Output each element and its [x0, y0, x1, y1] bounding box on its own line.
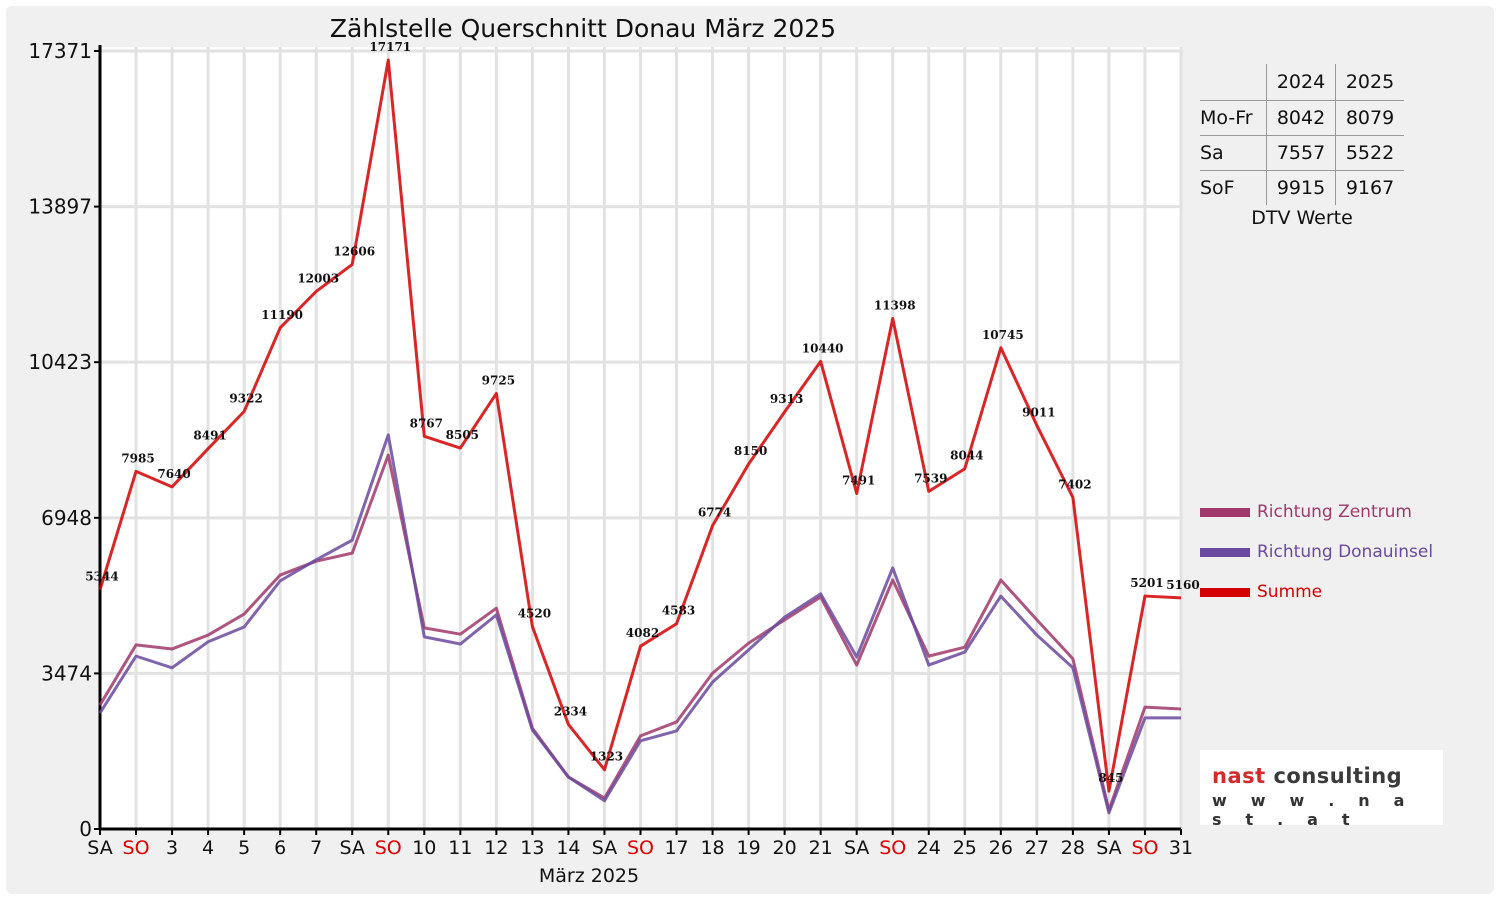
data-label: 7491 [842, 473, 875, 487]
data-label: 5160 [1166, 578, 1199, 592]
data-label: 11398 [874, 299, 916, 313]
cell: 9915 [1266, 170, 1336, 205]
x-tick-label: SO [375, 837, 402, 859]
data-label: 17171 [369, 40, 411, 54]
data-label: 8491 [193, 429, 226, 443]
y-tick-label: 10423 [28, 350, 92, 374]
data-label: 7985 [121, 451, 154, 465]
legend-swatch [1200, 507, 1250, 517]
data-label: 12606 [333, 244, 375, 258]
x-tick-label: 7 [310, 837, 322, 859]
logo-brand-red: nast [1212, 764, 1266, 788]
x-tick-label: 14 [556, 837, 580, 859]
x-tick-label: 27 [1025, 837, 1049, 859]
logo-url: w w w . n a s t . a t [1212, 791, 1414, 829]
data-label: 9725 [482, 373, 515, 387]
x-tick-label: 25 [953, 837, 977, 859]
x-tick-label: SO [879, 837, 906, 859]
data-label: 1323 [590, 750, 623, 764]
y-tick-label: 0 [79, 817, 92, 841]
x-tick-label: 13 [520, 837, 544, 859]
data-label: 845 [1098, 771, 1123, 785]
x-axis-label: März 2025 [539, 865, 639, 887]
cell: 7557 [1266, 135, 1336, 171]
y-tick-label: 6948 [41, 506, 92, 530]
table-caption: DTV Werte [1251, 207, 1353, 229]
legend-item: Summe [1200, 572, 1433, 612]
legend-label: Richtung Donauinsel [1257, 542, 1434, 562]
data-label: 4520 [518, 607, 551, 621]
cell: 9167 [1335, 170, 1404, 205]
data-label: 2334 [554, 704, 587, 718]
data-label: 5344 [85, 570, 118, 584]
x-tick-label: 20 [773, 837, 797, 859]
data-label: 8767 [410, 416, 443, 430]
logo-brand-dark: consulting [1273, 764, 1403, 788]
x-tick-label: 19 [737, 837, 761, 859]
chart-title: Zählstelle Querschnitt Donau März 2025 [330, 14, 836, 43]
cell: 5522 [1335, 135, 1404, 171]
legend-swatch [1200, 587, 1250, 597]
data-label: 8505 [446, 428, 479, 442]
x-tick-label: SA [592, 837, 617, 859]
data-label: 12003 [297, 271, 339, 285]
data-label: 7402 [1058, 477, 1091, 491]
data-label: 8150 [734, 444, 767, 458]
legend-item: Richtung Donauinsel [1200, 532, 1433, 572]
x-tick-label: 4 [202, 837, 214, 859]
data-label: 8044 [950, 449, 983, 463]
x-tick-label: 12 [484, 837, 508, 859]
col-header: 2025 [1335, 64, 1404, 101]
data-label: 5201 [1130, 576, 1163, 590]
x-tick-label: SA [87, 837, 112, 859]
x-tick-label: 26 [989, 837, 1013, 859]
x-tick-label: SA [1096, 837, 1121, 859]
row-label: Sa [1200, 135, 1267, 171]
x-tick-label: 31 [1169, 837, 1193, 859]
y-tick-label: 13897 [28, 195, 92, 219]
nast-consulting-logo: nast consulting w w w . n a s t . a t [1200, 750, 1443, 829]
data-label: 4082 [626, 626, 659, 640]
data-label: 7640 [157, 467, 190, 481]
legend-label: Summe [1257, 582, 1323, 602]
col-header: 2024 [1266, 64, 1336, 101]
x-tick-label: SO [1131, 837, 1158, 859]
x-tick-label: 18 [700, 837, 724, 859]
data-label: 11190 [261, 308, 303, 322]
x-tick-label: 24 [917, 837, 941, 859]
x-tick-label: 10 [412, 837, 436, 859]
dtv-table: 2024 2025 Mo-Fr 8042 8079 Sa 7557 5522 S… [1200, 64, 1404, 229]
x-tick-label: SA [340, 837, 365, 859]
data-label: 9313 [770, 392, 803, 406]
x-tick-label: SO [123, 837, 150, 859]
x-tick-label: 5 [238, 837, 250, 859]
data-label: 9011 [1022, 405, 1055, 419]
data-label: 10745 [982, 328, 1024, 342]
y-tick-label: 3474 [41, 661, 92, 685]
row-label: Mo-Fr [1200, 100, 1267, 136]
x-tick-label: 28 [1061, 837, 1085, 859]
cell: 8079 [1335, 100, 1404, 136]
x-tick-label: 17 [664, 837, 688, 859]
legend-swatch [1200, 547, 1250, 557]
legend-item: Richtung Zentrum [1200, 492, 1433, 532]
x-tick-label: 21 [809, 837, 833, 859]
x-tick-label: 6 [274, 837, 286, 859]
corner-cell [1200, 64, 1267, 101]
x-tick-label: 11 [448, 837, 472, 859]
row-label: SoF [1200, 170, 1267, 205]
x-tick-label: 3 [166, 837, 178, 859]
legend-label: Richtung Zentrum [1257, 502, 1412, 522]
x-tick-label: SA [844, 837, 869, 859]
y-tick-label: 17371 [28, 39, 92, 63]
cell: 8042 [1266, 100, 1336, 136]
data-label: 10440 [802, 341, 844, 355]
data-label: 4583 [662, 604, 695, 618]
legend: Richtung Zentrum Richtung Donauinsel Sum… [1200, 492, 1433, 612]
data-label: 9322 [229, 391, 262, 405]
data-label: 6774 [698, 506, 731, 520]
data-label: 7539 [914, 471, 947, 485]
x-tick-label: SO [627, 837, 654, 859]
